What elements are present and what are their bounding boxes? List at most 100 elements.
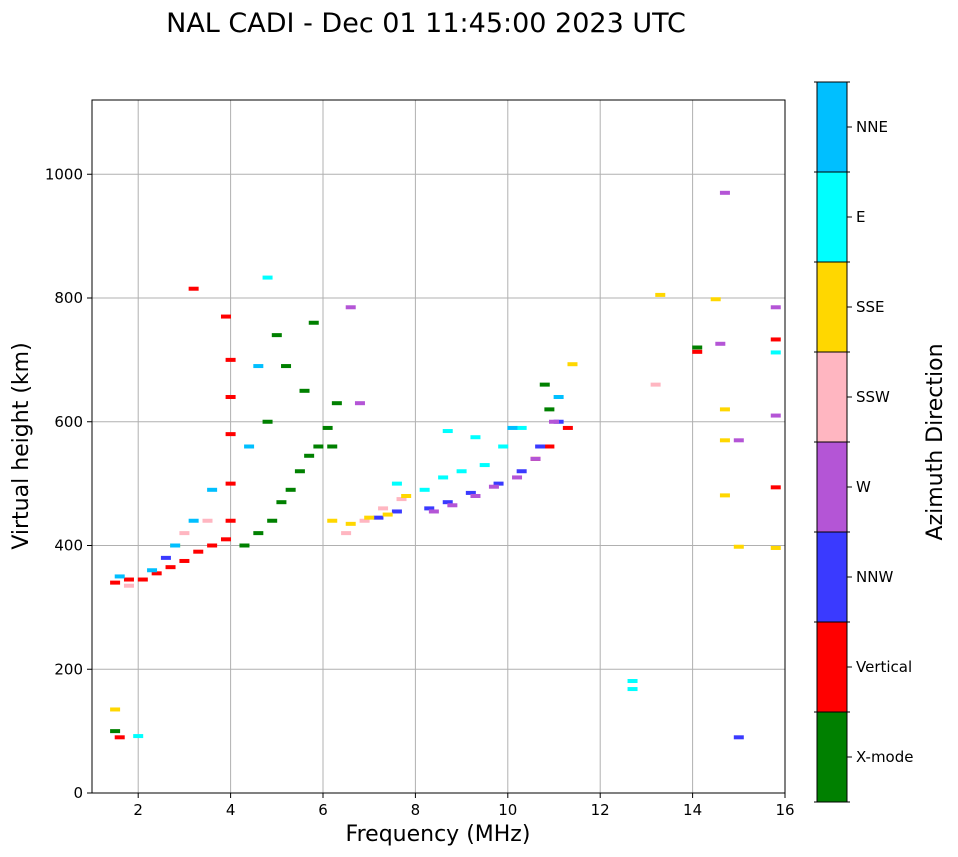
data-point (207, 487, 218, 492)
y-axis-label: Virtual height (km) (9, 342, 34, 549)
data-point (419, 487, 430, 492)
x-axis-ticks: 2 4 6 8 10 12 14 16 (133, 793, 795, 819)
data-point (202, 518, 213, 523)
data-point (516, 425, 527, 430)
data-point (507, 425, 518, 430)
data-point (364, 515, 375, 520)
data-point (313, 444, 324, 449)
data-point (719, 190, 730, 195)
data-point (299, 388, 310, 393)
y-tick-label: 0 (73, 784, 83, 802)
y-tick-label: 1000 (45, 165, 83, 183)
data-point (391, 481, 402, 486)
x-tick-label: 10 (498, 801, 517, 819)
data-point (322, 425, 333, 430)
y-tick-label: 400 (54, 537, 83, 555)
data-point (225, 518, 236, 523)
data-point (456, 469, 467, 474)
data-point (225, 481, 236, 486)
x-tick-label: 8 (411, 801, 421, 819)
data-point (239, 543, 250, 548)
data-point (133, 734, 144, 739)
colorbar-tick-label: W (856, 478, 871, 496)
colorbar-label: Azimuth Direction (923, 343, 948, 540)
data-point (345, 305, 356, 310)
data-point (110, 707, 121, 712)
data-point (516, 469, 527, 474)
data-point (225, 432, 236, 437)
data-point (188, 518, 199, 523)
data-point (253, 531, 264, 536)
data-point (179, 558, 190, 563)
data-point (308, 320, 319, 325)
data-point (498, 444, 509, 449)
x-tick-label: 12 (591, 801, 610, 819)
data-point (465, 490, 476, 495)
data-point (655, 292, 666, 297)
data-point (770, 413, 781, 418)
data-point (170, 543, 181, 548)
y-tick-label: 200 (54, 660, 83, 678)
data-point (549, 419, 559, 424)
x-tick-label: 2 (133, 801, 143, 819)
data-point (378, 506, 389, 511)
data-point (359, 518, 370, 523)
data-point (627, 679, 638, 684)
data-point (304, 453, 315, 458)
data-point (114, 735, 125, 740)
data-point (341, 531, 352, 536)
chart-title: NAL CADI - Dec 01 11:45:00 2023 UTC (166, 8, 686, 39)
data-point (770, 305, 781, 310)
data-point (285, 487, 296, 492)
data-point (544, 444, 555, 449)
data-point (267, 518, 278, 523)
data-point (244, 444, 255, 449)
data-point (188, 286, 199, 291)
data-point (428, 509, 439, 514)
data-point (271, 333, 282, 338)
x-axis-label: Frequency (MHz) (346, 822, 531, 847)
data-point (137, 577, 148, 582)
data-point (470, 494, 481, 498)
colorbar-tick-label: E (856, 208, 865, 226)
colorbar-tick-label: NNE (856, 118, 888, 136)
data-point (770, 337, 781, 342)
colorbar-frame (816, 81, 848, 803)
data-point (470, 435, 481, 440)
data-point (281, 364, 292, 369)
data-point (539, 382, 550, 387)
colorbar-tick-label: X-mode (856, 748, 913, 766)
data-point (770, 350, 781, 355)
colorbar-segment (817, 352, 847, 442)
data-point (512, 475, 523, 480)
colorbar-segment (817, 712, 847, 802)
colorbar-segment (817, 172, 847, 262)
data-point (165, 565, 176, 570)
data-point (447, 503, 458, 508)
colorbar-tick-label: Vertical (856, 658, 912, 676)
data-point (327, 444, 338, 449)
data-point (147, 568, 158, 573)
data-point (530, 456, 541, 461)
data-point (179, 531, 190, 536)
data-point (391, 509, 402, 514)
data-point (160, 555, 171, 560)
data-point (442, 500, 453, 505)
grid (92, 100, 786, 794)
colorbar-segment (817, 82, 847, 172)
data-point (225, 395, 236, 399)
data-point (123, 583, 134, 588)
data-point (220, 314, 231, 319)
data-point (110, 729, 121, 734)
x-tick-label: 14 (683, 801, 702, 819)
data-point (488, 484, 499, 489)
data-point (424, 506, 435, 511)
data-point (442, 429, 453, 434)
data-point (567, 362, 578, 367)
data-point (535, 444, 546, 449)
data-point (733, 438, 744, 443)
data-point (770, 485, 781, 490)
data-point (123, 577, 134, 582)
colorbar-tick-label: SSW (856, 388, 890, 406)
